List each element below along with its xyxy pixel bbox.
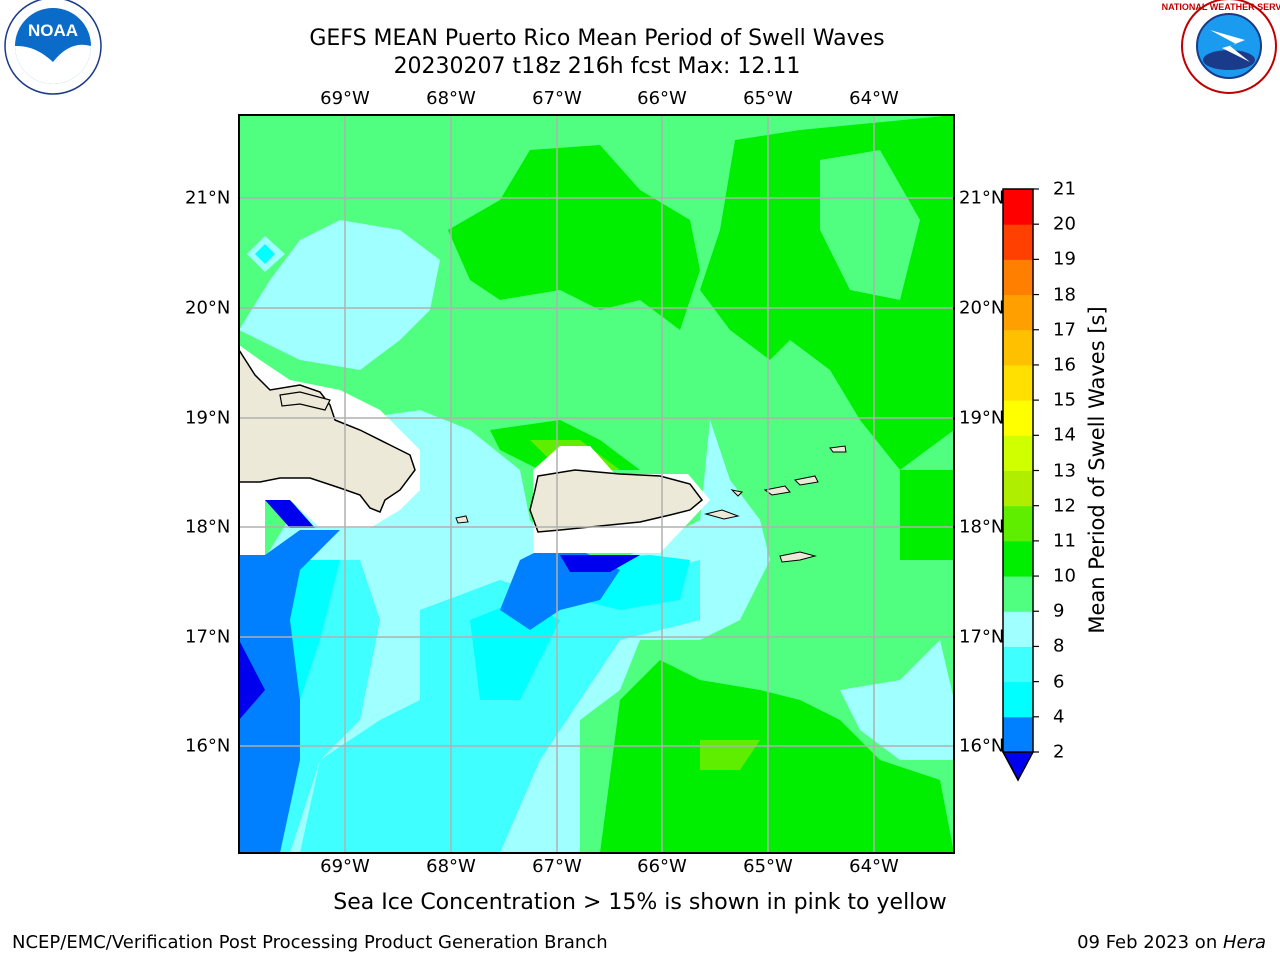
lon-label-bottom: 68°W bbox=[426, 856, 476, 877]
colorbar-label: Mean Period of Swell Waves [s] bbox=[1085, 306, 1109, 634]
lon-label-bottom: 69°W bbox=[320, 856, 370, 877]
colorbar-segment bbox=[1003, 435, 1033, 471]
colorbar-segment bbox=[1003, 364, 1033, 401]
footer-date-text: 09 Feb 2023 on bbox=[1077, 932, 1223, 953]
footer-date: 09 Feb 2023 on Hera bbox=[1077, 932, 1266, 953]
field-12s-south bbox=[700, 740, 760, 770]
lat-label-right: 19°N bbox=[959, 407, 1005, 429]
sea-ice-note: Sea Ice Concentration > 15% is shown in … bbox=[333, 890, 947, 915]
colorbar-tick-label: 13 bbox=[1053, 460, 1076, 481]
lon-label-top: 69°W bbox=[320, 88, 370, 109]
footer-credit: NCEP/EMC/Verification Post Processing Pr… bbox=[12, 932, 608, 953]
lon-label-bottom: 67°W bbox=[532, 856, 582, 877]
lon-label-bottom: 64°W bbox=[849, 856, 899, 877]
colorbar-segment bbox=[1003, 716, 1033, 753]
colorbar-tick-label: 19 bbox=[1053, 248, 1076, 270]
lon-label-top: 66°W bbox=[637, 88, 687, 109]
noaa-logo-text: NOAA bbox=[28, 21, 78, 40]
field-9s-northwest bbox=[239, 220, 440, 370]
map-plot bbox=[238, 114, 955, 854]
colorbar-tick-label: 12 bbox=[1053, 495, 1076, 517]
tortuga-island bbox=[279, 391, 331, 411]
field-4s-west bbox=[239, 530, 340, 853]
colorbar-tick-label: 4 bbox=[1053, 706, 1065, 728]
colorbar-segment bbox=[1003, 259, 1033, 296]
colorbar-tick-label: 18 bbox=[1053, 284, 1076, 306]
colorbar-segment bbox=[1003, 189, 1033, 225]
lon-label-top: 64°W bbox=[849, 88, 899, 109]
lon-label-top: 68°W bbox=[426, 88, 476, 109]
lat-label-left: 17°N bbox=[185, 626, 231, 648]
field-9s-southeast bbox=[840, 640, 954, 760]
colorbar-segment bbox=[1003, 329, 1033, 366]
colorbar-extend-triangle bbox=[1001, 751, 1035, 782]
field-2s-hispaniola bbox=[265, 500, 315, 528]
puerto-rico-land bbox=[529, 469, 704, 533]
anegada-island bbox=[829, 445, 847, 453]
field-2s-prsouth bbox=[560, 555, 640, 572]
nws-logo-text: NATIONAL WEATHER SERVICE bbox=[1162, 2, 1280, 12]
grid-lines bbox=[239, 115, 954, 853]
colorbar-segment bbox=[1003, 224, 1033, 260]
colorbar-tick-label: 10 bbox=[1053, 565, 1076, 587]
noaa-logo: NOAA bbox=[4, 0, 102, 95]
lon-label-bottom: 66°W bbox=[637, 856, 687, 877]
chart-title: GEFS MEAN Puerto Rico Mean Period of Swe… bbox=[309, 26, 885, 51]
field-diamond-inner bbox=[255, 244, 275, 264]
colorbar-tick-label: 6 bbox=[1053, 671, 1065, 693]
lon-label-bottom: 65°W bbox=[743, 856, 793, 877]
st-croix-island bbox=[779, 551, 817, 563]
mona-island bbox=[455, 515, 469, 524]
culebra-island bbox=[730, 489, 744, 497]
lat-label-left: 21°N bbox=[185, 187, 231, 209]
lat-label-left: 16°N bbox=[185, 735, 231, 757]
nws-logo: NATIONAL WEATHER SERVICE bbox=[1162, 0, 1280, 94]
chart-subtitle-forecast: 20230207 t18z 216h fcst Max: 12.11 bbox=[393, 54, 801, 79]
hispaniola-land bbox=[238, 347, 416, 513]
colorbar-tick-label: 15 bbox=[1053, 389, 1076, 411]
lat-label-right: 16°N bbox=[959, 735, 1005, 757]
colorbar-tick-label: 9 bbox=[1053, 600, 1065, 622]
field-2s-west bbox=[239, 640, 265, 720]
colorbar-tick-label: 17 bbox=[1053, 319, 1076, 341]
colorbar-tick-label: 14 bbox=[1053, 424, 1076, 446]
colorbar-tick-label: 8 bbox=[1053, 635, 1065, 657]
lat-label-right: 21°N bbox=[959, 187, 1005, 209]
colorbar-tick-label: 21 bbox=[1053, 178, 1076, 200]
colorbar-segment bbox=[1003, 400, 1033, 436]
field-11s-east bbox=[900, 470, 954, 560]
colorbar-segment bbox=[1003, 505, 1033, 542]
colorbar-segment bbox=[1003, 540, 1033, 577]
lat-label-right: 18°N bbox=[959, 516, 1005, 538]
field-11s-north bbox=[448, 145, 700, 330]
colorbar-segment bbox=[1003, 611, 1033, 647]
colorbar-tick-label: 16 bbox=[1053, 354, 1076, 376]
colorbar-segment bbox=[1003, 576, 1033, 612]
colorbar-tick-label: 11 bbox=[1053, 530, 1076, 552]
field-8s-south bbox=[300, 560, 700, 853]
footer-host: Hera bbox=[1222, 932, 1266, 953]
lat-label-left: 18°N bbox=[185, 516, 231, 538]
colorbar-tick-label: 2 bbox=[1053, 741, 1065, 763]
lon-label-top: 65°W bbox=[743, 88, 793, 109]
lat-label-left: 20°N bbox=[185, 297, 231, 319]
lat-label-right: 20°N bbox=[959, 297, 1005, 319]
colorbar-segment bbox=[1003, 470, 1033, 507]
lat-label-left: 19°N bbox=[185, 407, 231, 429]
virgin-island-1 bbox=[763, 485, 791, 496]
lon-label-top: 67°W bbox=[532, 88, 582, 109]
field-10s-patch bbox=[820, 150, 920, 300]
lat-label-right: 17°N bbox=[959, 626, 1005, 648]
colorbar-segment bbox=[1003, 681, 1033, 718]
map-frame bbox=[238, 114, 955, 854]
colorbar-segment bbox=[1003, 294, 1033, 331]
colorbar bbox=[1001, 188, 1039, 782]
colorbar-tick-label: 20 bbox=[1053, 213, 1076, 235]
field-11s-south bbox=[600, 660, 954, 853]
colorbar-segment bbox=[1003, 646, 1033, 683]
vieques-island bbox=[704, 509, 740, 520]
virgin-island-2 bbox=[793, 475, 819, 486]
